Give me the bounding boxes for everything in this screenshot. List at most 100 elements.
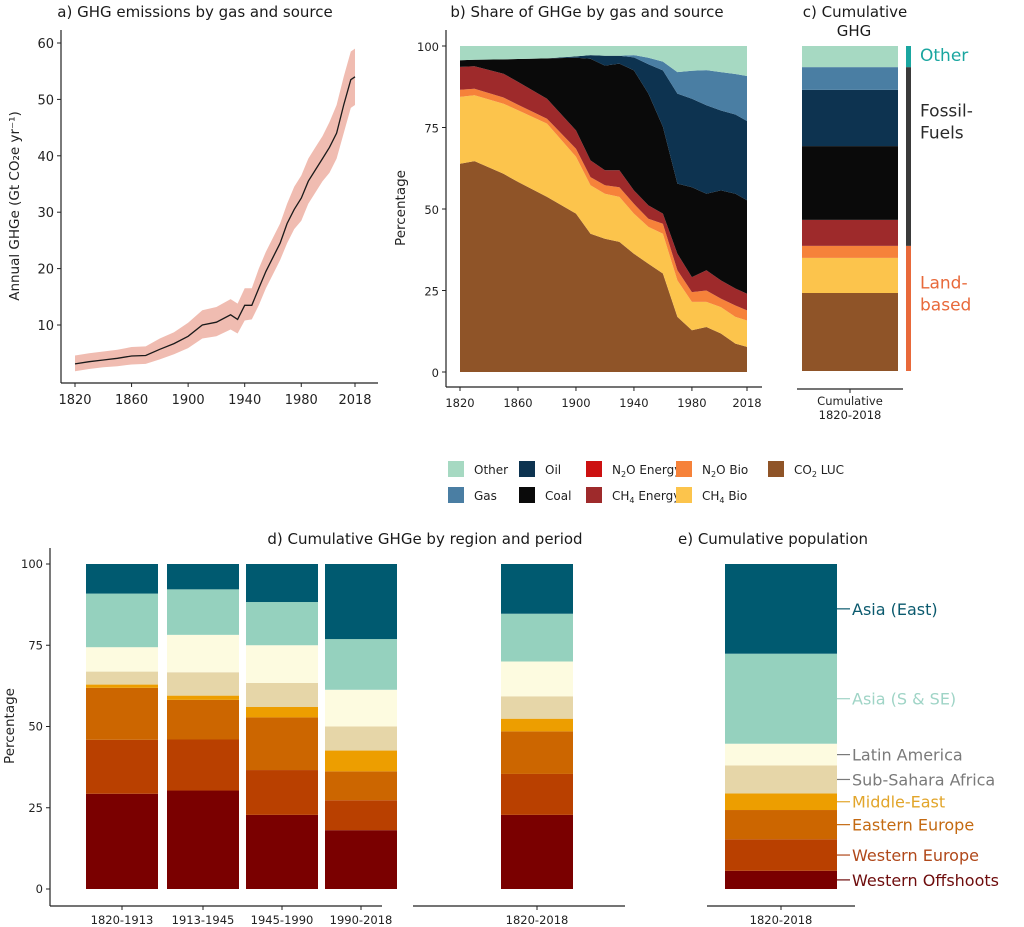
- legend-label-subscript: 4: [629, 496, 634, 505]
- y-tick-label: 100: [21, 557, 43, 571]
- bar-segment-middle-east: [246, 707, 318, 718]
- area-oil: [460, 55, 747, 201]
- bar-segment-western-offshoots: [86, 793, 158, 889]
- panel-d: d) Cumulative GHGe by region and period 0…: [2, 530, 625, 927]
- group-label: Other: [920, 46, 968, 66]
- bar-segment-western-offshoots: [167, 790, 239, 889]
- bar-segment-ch4-bio: [802, 257, 898, 293]
- x-tick-label: 1980: [285, 393, 318, 408]
- area-ch4-bio: [460, 95, 747, 347]
- bar-segment-western-europe: [167, 739, 239, 791]
- area-other: [460, 46, 747, 76]
- bar-segment-middle-east: [86, 684, 158, 688]
- bar-segment-eastern-europe: [325, 771, 397, 801]
- legend-swatch-ch4-bio: [676, 487, 692, 503]
- panel-b: b) Share of GHGe by gas and source 0 25 50 7…: [393, 3, 762, 410]
- bar-segment-middle-east: [167, 695, 239, 700]
- bar-segment-asia-east-: [167, 564, 239, 590]
- legend-label-rest: O Energy: [626, 463, 681, 477]
- legend-swatch-gas: [448, 487, 464, 503]
- region-label: Western Europe: [852, 846, 979, 865]
- bar-segment-gas: [802, 67, 898, 90]
- x-tick-label: Cumulative: [817, 394, 883, 408]
- region-label: Sub-Sahara Africa: [852, 770, 995, 789]
- bar-segment-western-europe: [86, 739, 158, 794]
- y-tick-label: 60: [37, 37, 54, 52]
- bar-segment-sub-sahara-africa: [167, 672, 239, 696]
- legend-swatch-other: [448, 461, 464, 477]
- y-tick-label: 75: [28, 638, 43, 652]
- uncertainty-band: [75, 48, 355, 372]
- legend-label: Gas: [474, 489, 497, 503]
- y-tick-label: 25: [28, 801, 43, 815]
- legend-label: CO2 LUC: [794, 463, 844, 479]
- panel-c-title-line2: GHG: [837, 22, 872, 40]
- legend-label-rest: Energy: [635, 489, 681, 503]
- x-tick-label: 1820-1913: [91, 913, 154, 927]
- group-label: Fuels: [920, 124, 964, 144]
- x-tick-label: 1820-2018: [750, 913, 813, 927]
- legend-label-main: N: [612, 463, 621, 477]
- y-tick-label: 25: [424, 285, 439, 299]
- legend-label: CH4 Energy: [612, 489, 680, 505]
- y-tick-label: 0: [432, 366, 439, 380]
- x-tick-label: 1860: [503, 396, 532, 410]
- bar-segment-asia-s-se-: [725, 653, 837, 744]
- x-tick-label: 1820: [58, 393, 91, 408]
- bar-segment-asia-east-: [246, 564, 318, 603]
- legend-swatch-co2-luc: [768, 461, 784, 477]
- legend-swatch-coal: [519, 487, 535, 503]
- bar-segment-western-europe: [725, 839, 837, 871]
- bar-segment-western-offshoots: [725, 870, 837, 889]
- legend-swatch-ch4-energy: [586, 487, 602, 503]
- legend-label: Other: [474, 463, 508, 477]
- x-tick-label: 1860: [115, 393, 148, 408]
- bar-segment-asia-s-se-: [86, 593, 158, 648]
- x-tick-label: 1940: [228, 393, 261, 408]
- y-tick-label: 0: [36, 882, 43, 896]
- bar-segment-other: [802, 46, 898, 68]
- y-tick-label: 40: [37, 150, 54, 165]
- y-axis-label: Percentage: [393, 170, 409, 246]
- panel-e: e) Cumulative population Western Offshoot…: [678, 530, 999, 927]
- legend-label-rest: O Bio: [716, 463, 748, 477]
- legend-label: CH4 Bio: [702, 489, 747, 505]
- bar-segment-asia-s-se-: [246, 602, 318, 646]
- bar-segment-asia-s-se-: [325, 639, 397, 690]
- bar-segment-asia-s-se-: [167, 589, 239, 635]
- legend-label-main: Coal: [545, 489, 571, 503]
- y-tick-label: 75: [424, 122, 439, 136]
- group-bracket: [906, 67, 911, 246]
- region-label: Asia (S & SE): [852, 690, 956, 709]
- panel-a: a) GHG emissions by gas and source 10 20 30…: [7, 3, 378, 408]
- bar-segment-co2-luc: [802, 293, 898, 371]
- emissions-line: [74, 76, 356, 365]
- bar-segment-latin-america: [325, 689, 397, 727]
- bar-segment-eastern-europe: [501, 731, 573, 774]
- bar-segment-coal: [802, 146, 898, 220]
- x-tick-label: 1820-2018: [819, 408, 882, 422]
- legend-label-subscript: 2: [711, 470, 716, 479]
- legend-label-rest: LUC: [817, 463, 844, 477]
- panel-b-title: b) Share of GHGe by gas and source: [450, 3, 723, 21]
- legend-label-subscript: 4: [719, 496, 724, 505]
- bar-segment-eastern-europe: [725, 810, 837, 840]
- legend-swatch-oil: [519, 461, 535, 477]
- legend-swatch-n2o-bio: [676, 461, 692, 477]
- group-label: Land-: [920, 273, 968, 293]
- bar-segment-oil: [802, 89, 898, 147]
- legend-label-main: CH: [702, 489, 719, 503]
- region-label: Asia (East): [852, 600, 938, 619]
- area-gas: [460, 55, 747, 121]
- legend-label-main: CH: [612, 489, 629, 503]
- panel-d-title: d) Cumulative GHGe by region and period: [267, 530, 582, 548]
- region-label: Middle-East: [852, 793, 945, 812]
- legend-label: Coal: [545, 489, 571, 503]
- group-label: based: [920, 295, 971, 315]
- x-tick-label: 1990-2018: [330, 913, 393, 927]
- region-label: Eastern Europe: [852, 816, 974, 835]
- area-coal: [460, 57, 747, 294]
